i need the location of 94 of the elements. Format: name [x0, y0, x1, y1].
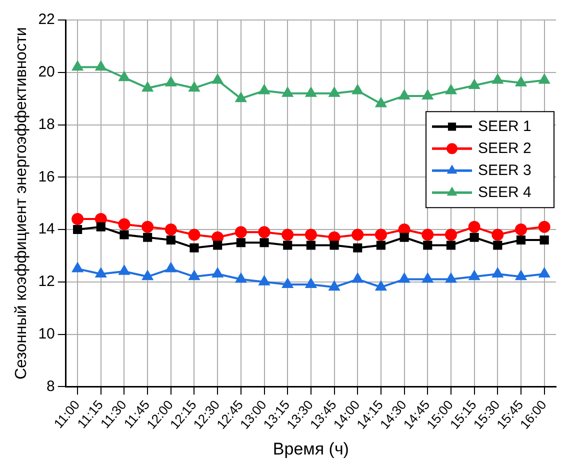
- y-tick-label: 14: [38, 220, 55, 238]
- point: [96, 61, 106, 71]
- point: [120, 230, 129, 240]
- point: [538, 220, 550, 233]
- y-tick-label: 12: [38, 273, 55, 290]
- point: [376, 281, 386, 291]
- point: [328, 87, 340, 97]
- point: [468, 270, 480, 280]
- point: [306, 240, 316, 250]
- point: [236, 238, 246, 248]
- point: [260, 238, 269, 248]
- point: [236, 273, 246, 283]
- point: [398, 90, 410, 100]
- point: [96, 268, 106, 278]
- point: [282, 228, 294, 241]
- point: [353, 243, 362, 252]
- y-tick-label: 16: [38, 168, 55, 186]
- point: [398, 273, 410, 283]
- y-tick-label: 22: [38, 11, 55, 28]
- point: [376, 240, 386, 250]
- point: [446, 240, 456, 250]
- point: [468, 220, 480, 233]
- point: [422, 90, 433, 100]
- point: [213, 240, 222, 250]
- point: [258, 84, 270, 94]
- point: [282, 87, 293, 97]
- point: [304, 228, 317, 241]
- point: [423, 240, 432, 250]
- y-tick-label: 18: [38, 116, 55, 133]
- point: [142, 82, 153, 92]
- point: [118, 218, 130, 230]
- point: [72, 213, 84, 226]
- point: [446, 273, 456, 283]
- point: [166, 76, 176, 86]
- point: [539, 74, 550, 84]
- point: [118, 72, 130, 82]
- point: [73, 224, 82, 234]
- point: [446, 84, 456, 94]
- point: [468, 79, 480, 89]
- x-axis-title: Время (ч): [272, 439, 349, 458]
- point: [444, 228, 457, 241]
- point: [400, 232, 409, 242]
- point: [516, 270, 526, 280]
- y-tick-label: 20: [38, 64, 55, 81]
- point: [540, 235, 549, 245]
- point: [328, 281, 340, 291]
- point: [72, 61, 83, 71]
- point: [306, 87, 316, 97]
- point: [164, 224, 177, 236]
- point: [190, 243, 199, 252]
- point: [282, 278, 293, 288]
- point: [143, 232, 152, 242]
- point: [422, 273, 433, 283]
- point: [212, 74, 223, 84]
- point: [493, 240, 502, 250]
- point: [188, 82, 200, 92]
- legend-label: SEER 3: [478, 162, 532, 179]
- point: [352, 228, 364, 241]
- y-axis-title: Сезонный коэффициент энергоэффективности: [13, 27, 30, 380]
- point: [188, 228, 200, 241]
- y-tick-label: 8: [46, 378, 55, 395]
- point: [352, 273, 363, 283]
- point: [492, 228, 504, 241]
- point: [283, 240, 292, 250]
- point: [142, 270, 153, 280]
- legend-label: SEER 4: [478, 184, 532, 201]
- point: [376, 98, 386, 108]
- point: [470, 232, 479, 242]
- point: [492, 74, 503, 84]
- point: [96, 222, 106, 232]
- point: [374, 228, 387, 241]
- point: [514, 224, 527, 236]
- point: [236, 92, 246, 102]
- y-tick-label: 10: [38, 325, 55, 342]
- legend-label: SEER 2: [478, 140, 532, 157]
- point: [188, 270, 200, 280]
- point: [212, 268, 223, 278]
- point: [258, 226, 270, 238]
- point: [422, 228, 434, 241]
- point: [330, 240, 339, 250]
- point: [258, 276, 270, 286]
- point: [516, 235, 526, 245]
- point: [118, 265, 130, 275]
- point: [166, 262, 176, 272]
- point: [166, 235, 176, 245]
- point: [72, 262, 83, 272]
- point: [234, 226, 247, 238]
- legend-label: SEER 1: [478, 118, 532, 135]
- point: [142, 220, 154, 233]
- point: [539, 268, 550, 278]
- point: [352, 84, 363, 94]
- point: [492, 268, 503, 278]
- point: [306, 278, 316, 288]
- point: [516, 76, 526, 86]
